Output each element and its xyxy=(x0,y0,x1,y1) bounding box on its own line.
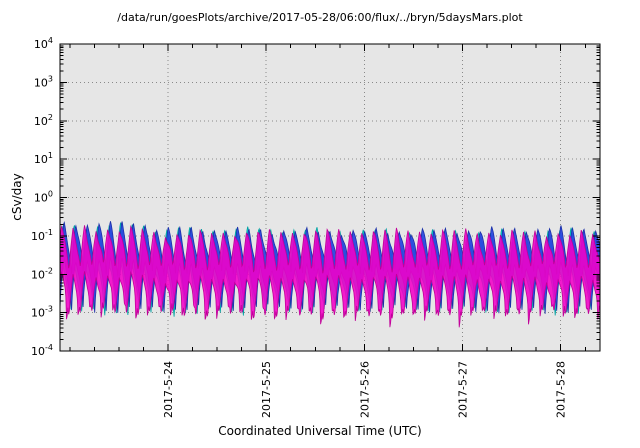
y-tick-label: 100 xyxy=(34,190,53,205)
plot-title: /data/run/goesPlots/archive/2017-05-28/0… xyxy=(117,11,523,24)
x-tick-label: 2017-5-25 xyxy=(260,361,273,418)
series-group xyxy=(60,220,600,328)
y-tick-label: 101 xyxy=(34,151,53,166)
tick-marks xyxy=(60,43,600,352)
x-tick-label: 2017-5-24 xyxy=(162,361,175,418)
y-tick-labels: 104 103 102 101 100 10-1 10-2 10-3 10-4 xyxy=(31,36,53,358)
y-tick-label: 104 xyxy=(34,36,53,51)
x-tick-label: 2017-5-28 xyxy=(555,361,568,418)
y-tick-label: 10-2 xyxy=(31,266,53,281)
y-tick-label: 102 xyxy=(34,113,53,128)
x-tick-label: 2017-5-26 xyxy=(358,361,371,418)
series-magenta-band xyxy=(60,224,600,328)
x-tick-labels: 2017-5-24 2017-5-25 2017-5-26 2017-5-27 2017… xyxy=(162,361,568,418)
y-tick-label: 10-3 xyxy=(31,305,53,320)
x-tick-label: 2017-5-27 xyxy=(457,361,470,418)
y-axis-label: cSv/day xyxy=(10,173,24,221)
y-tick-label: 10-4 xyxy=(31,343,53,358)
y-tick-label: 103 xyxy=(34,74,53,89)
y-tick-label: 10-1 xyxy=(31,228,53,243)
x-axis-label: Coordinated Universal Time (UTC) xyxy=(218,424,422,438)
